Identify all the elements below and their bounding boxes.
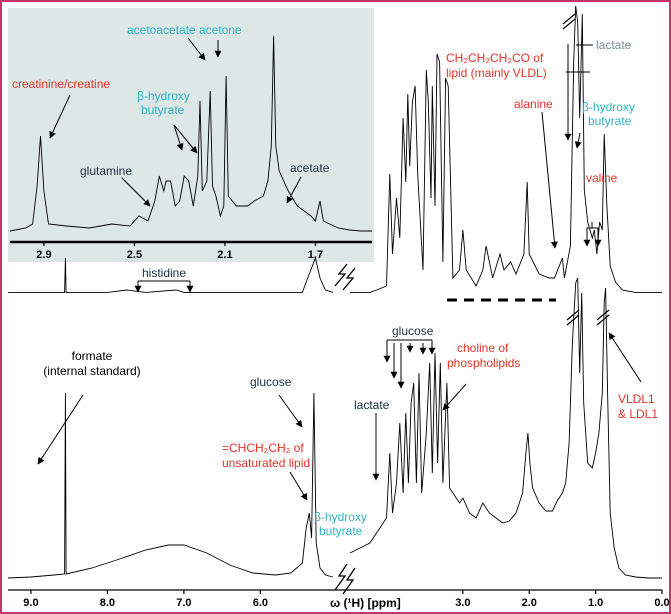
- x-axis-title: ω (¹H) [ppm]: [330, 596, 401, 610]
- label-vldl-1: VLDL1: [618, 392, 655, 406]
- label-top-lactate: lactate: [596, 38, 632, 52]
- label-valine: valine: [586, 171, 618, 185]
- bottom-tick-label: 1.0: [588, 597, 603, 609]
- label-inset-bhb-1: β-hydroxy: [137, 89, 190, 103]
- label-histidine: histidine: [142, 266, 186, 280]
- label-glucose-top: glucose: [392, 324, 434, 338]
- label-choline-1: choline of: [457, 341, 509, 355]
- bottom-tick-label: 2.0: [522, 597, 537, 609]
- label-choline-2: phospholipids: [447, 356, 520, 370]
- axis-break-bottom: [334, 563, 356, 595]
- top-spectrum-trace: [8, 5, 662, 293]
- label-bottom-bhb-1: β-hydroxy: [314, 510, 367, 524]
- label-inset-bhb-2: butyrate: [141, 103, 185, 117]
- inset-panel: [8, 8, 374, 262]
- bottom-tick-label: 7.0: [176, 597, 191, 609]
- label-bottom-lactate: lactate: [354, 398, 390, 412]
- label-top-bhb-1: β-hydroxy: [582, 100, 635, 114]
- bottom-tick-label: 0.0: [654, 597, 669, 609]
- label-glutamine: glutamine: [80, 164, 132, 178]
- label-bottom-bhb-2: butyrate: [319, 524, 363, 538]
- bottom-tick-label: 3.0: [455, 597, 470, 609]
- label-formate-1: formate: [72, 349, 113, 363]
- label-top-bhb-2: butyrate: [588, 114, 632, 128]
- inset-ticks: 2.9 2.5 2.1 1.7: [36, 242, 323, 261]
- label-acetoacetate: acetoacetate: [127, 23, 196, 37]
- label-acetate: acetate: [290, 161, 330, 175]
- inset-tick-label: 2.9: [36, 249, 51, 261]
- label-lipid-ch2-1: CH₂CH₂CH₂CO of: [446, 51, 544, 65]
- inset-tick-label: 2.1: [217, 249, 232, 261]
- bottom-tick-label: 9.0: [23, 597, 38, 609]
- label-acetone: acetone: [199, 23, 242, 37]
- bottom-ticks: 9.0 8.0 7.0 6.0 3.0 2.0 1.0 0.0: [23, 590, 670, 609]
- label-vldl-2: & LDL1: [618, 407, 658, 421]
- label-unsat-1: =CHCH₂CH₂ of: [222, 441, 304, 455]
- label-lipid-ch2-2: lipid (mainly VLDL): [446, 66, 547, 80]
- bottom-spectrum-trace: [7, 277, 662, 579]
- label-formate-2: (internal standard): [43, 364, 140, 378]
- label-alanine: alanine: [514, 97, 553, 111]
- label-glucose-left: glucose: [250, 375, 292, 389]
- inset-tick-label: 1.7: [308, 249, 323, 261]
- peak-cut-marks: [562, 13, 610, 326]
- bottom-tick-label: 8.0: [100, 597, 115, 609]
- annotation-arrows: [37, 37, 642, 501]
- bottom-tick-label: 6.0: [253, 597, 268, 609]
- axis-break-top: [334, 263, 356, 291]
- label-unsat-2: unsaturated lipid: [222, 456, 310, 470]
- inset-tick-label: 2.5: [127, 249, 142, 261]
- histidine-bracket: [134, 280, 194, 293]
- label-creatinine: creatinine/creatine: [12, 77, 110, 91]
- valine-bracket: [583, 222, 602, 247]
